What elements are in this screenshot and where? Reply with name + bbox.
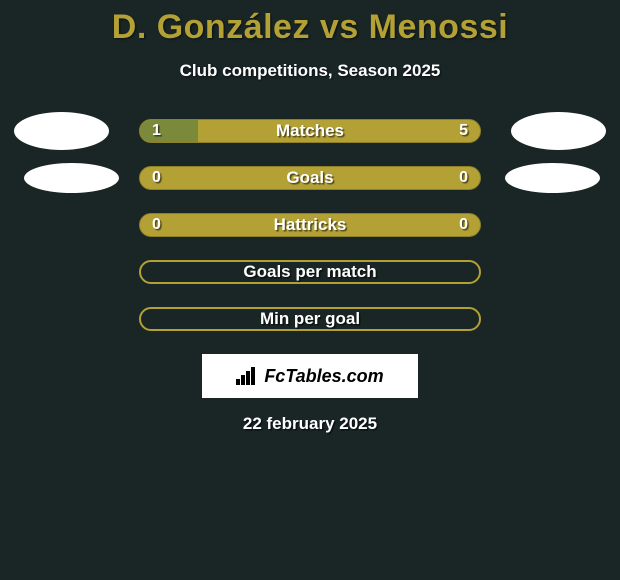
stat-label: Goals per match [243,262,376,282]
brand-text: FcTables.com [264,366,383,387]
stat-label: Goals [140,168,480,188]
stat-row-hattricks: 0 Hattricks 0 [0,213,620,237]
player-right-avatar [511,112,606,150]
stat-value-right: 0 [459,169,468,187]
comparison-chart: 1 Matches 5 0 Goals 0 0 Hattricks 0 Goal… [0,119,620,434]
stat-bar: 0 Goals 0 [139,166,481,190]
stat-bar: 0 Hattricks 0 [139,213,481,237]
date-text: 22 february 2025 [0,414,620,434]
stat-bar-empty: Goals per match [139,260,481,284]
stat-bar: 1 Matches 5 [139,119,481,143]
stat-row-mpg: Min per goal [0,307,620,331]
stat-value-right: 5 [459,122,468,140]
stat-row-matches: 1 Matches 5 [0,119,620,143]
chart-icon [236,367,258,385]
player-left-avatar [14,112,109,150]
stat-bar-empty: Min per goal [139,307,481,331]
subtitle: Club competitions, Season 2025 [0,61,620,81]
stat-label: Matches [140,121,480,141]
player-right-avatar [505,163,600,193]
stat-label: Hattricks [140,215,480,235]
stat-value-right: 0 [459,216,468,234]
stat-row-gpm: Goals per match [0,260,620,284]
player-left-avatar [24,163,119,193]
stat-row-goals: 0 Goals 0 [0,166,620,190]
brand-badge: FcTables.com [202,354,418,398]
page-title: D. González vs Menossi [0,0,620,47]
stat-label: Min per goal [260,309,360,329]
